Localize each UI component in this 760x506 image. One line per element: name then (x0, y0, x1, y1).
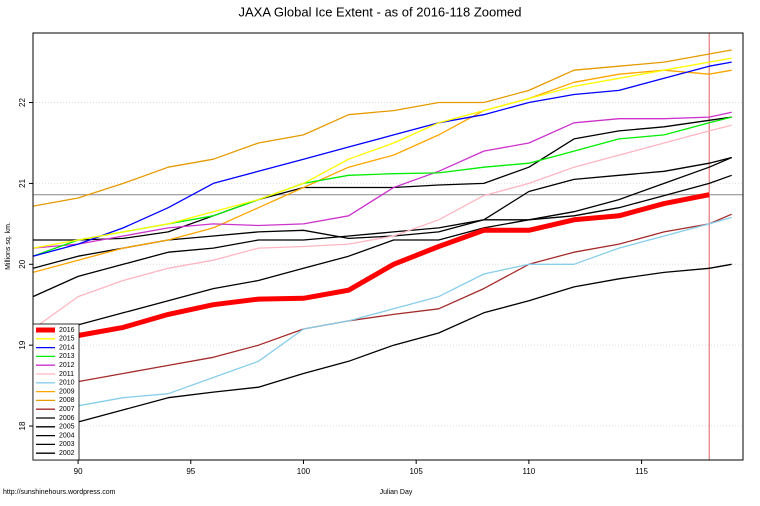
series-line (33, 124, 732, 330)
grid (33, 33, 743, 460)
legend-label: 2005 (59, 424, 75, 431)
series-line (33, 192, 710, 338)
x-tick-label: 95 (186, 467, 195, 476)
series-line (33, 174, 732, 334)
legend-label: 2008 (59, 397, 75, 404)
y-tick-label: 20 (18, 259, 27, 268)
legend-label: 2011 (59, 371, 74, 378)
x-tick-label: 110 (522, 467, 535, 476)
legend-label: 2015 (59, 336, 75, 343)
series-line (33, 213, 732, 395)
legend-label: 2014 (59, 344, 75, 351)
x-axis-label: Julian Day (380, 489, 413, 496)
series-line (33, 263, 732, 435)
legend-label: 2003 (59, 441, 75, 448)
y-tick-label: 18 (18, 421, 27, 430)
x-tick-label: 115 (635, 467, 648, 476)
legend-label: 2006 (59, 415, 75, 422)
legend-label: 2016 (59, 327, 75, 334)
legend-label: 2010 (59, 380, 75, 387)
y-tick-label: 21 (18, 178, 27, 187)
series-line (33, 57, 732, 249)
y-tick-label: 22 (18, 98, 27, 107)
source-note: http://sunshinehours.wordpress.com (3, 489, 116, 496)
x-tick-label: 90 (74, 467, 83, 476)
legend-label: 2002 (59, 450, 75, 457)
legend-label: 2004 (59, 432, 75, 439)
axes: 18 19 20 21 22 90 95 100 105 110 115 (18, 98, 648, 477)
chart-title: JAXA Global Ice Extent - as of 2016-118 … (238, 4, 521, 19)
series-line (33, 156, 732, 298)
legend-label: 2009 (59, 388, 75, 395)
y-axis-label: Millions sq. km. (5, 222, 12, 270)
legend-label: 2013 (59, 353, 75, 360)
series-line (33, 216, 732, 419)
series-line (33, 49, 732, 207)
x-tick-label: 100 (297, 467, 311, 476)
lines (33, 49, 732, 435)
y-tick-label: 19 (18, 340, 27, 349)
legend-label: 2012 (59, 362, 75, 369)
plot-frame (32, 32, 744, 461)
x-tick-label: 105 (409, 467, 423, 476)
series-line (33, 61, 732, 257)
legend-label: 2007 (59, 406, 75, 413)
series-line (33, 69, 732, 274)
series-line (33, 111, 732, 249)
